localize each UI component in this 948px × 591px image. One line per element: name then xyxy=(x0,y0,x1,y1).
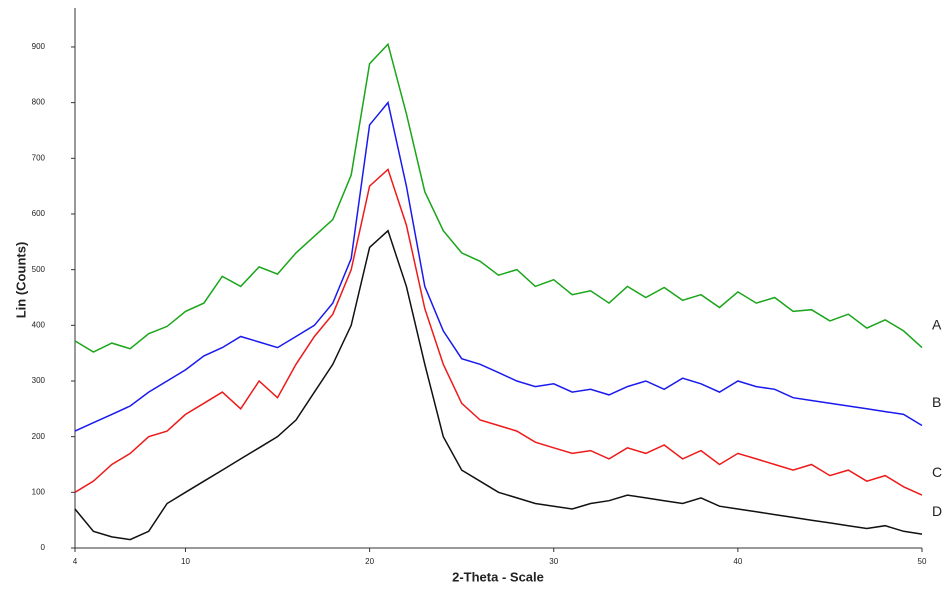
y-tick-label: 700 xyxy=(32,153,46,162)
series-line xyxy=(74,229,923,541)
series-line xyxy=(74,42,923,353)
y-tick-label: 900 xyxy=(32,42,46,51)
x-tick-label: 40 xyxy=(733,557,742,566)
series-label: A xyxy=(932,316,942,332)
y-tick-label: 600 xyxy=(32,209,46,218)
series-line xyxy=(74,168,923,496)
x-axis-label: 2-Theta - Scale xyxy=(452,569,544,584)
y-tick-label: 0 xyxy=(41,543,46,552)
y-tick-label: 300 xyxy=(32,376,46,385)
y-tick-label: 800 xyxy=(32,98,46,107)
series-line xyxy=(74,100,923,432)
x-tick-label: 20 xyxy=(365,557,374,566)
x-tick-label: 30 xyxy=(549,557,558,566)
y-tick-label: 500 xyxy=(32,265,46,274)
y-axis-label: Lin (Counts) xyxy=(13,242,28,319)
series-label: C xyxy=(932,464,942,480)
x-tick-label: 4 xyxy=(73,557,78,566)
series-label: B xyxy=(932,394,941,410)
y-tick-label: 200 xyxy=(32,432,46,441)
y-tick-label: 400 xyxy=(32,320,46,329)
x-tick-label: 50 xyxy=(918,557,927,566)
x-tick-label: 10 xyxy=(181,557,190,566)
series-label: D xyxy=(932,503,942,519)
y-tick-label: 100 xyxy=(32,487,46,496)
